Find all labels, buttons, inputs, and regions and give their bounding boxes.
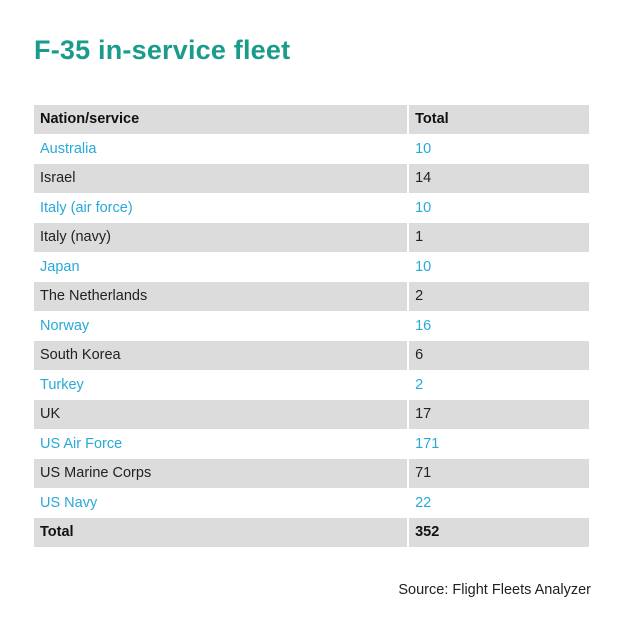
row-nation: South Korea xyxy=(34,341,410,371)
table-row: South Korea 6 xyxy=(34,341,589,371)
table-row: US Navy 22 xyxy=(34,488,589,518)
row-total: 14 xyxy=(409,164,589,194)
table-row: US Air Force 171 xyxy=(34,429,589,459)
row-nation: Norway xyxy=(34,311,410,341)
table-body: Australia 10 Israel 14 Italy (air force) 10 It… xyxy=(34,134,589,518)
row-total: 10 xyxy=(409,134,589,164)
fleet-table: Nation/service Total Australia 10 Israel 14… xyxy=(34,105,589,548)
table-row: Japan 10 xyxy=(34,252,589,282)
row-total: 22 xyxy=(409,488,589,518)
row-nation: Italy (navy) xyxy=(34,223,410,253)
table-total-row: Total 352 xyxy=(34,518,589,548)
total-value: 352 xyxy=(409,518,589,548)
table-row: Turkey 2 xyxy=(34,370,589,400)
source-note: Source: Flight Fleets Analyzer xyxy=(398,582,591,598)
table-row: Italy (navy) 1 xyxy=(34,223,589,253)
row-nation: Israel xyxy=(34,164,410,194)
row-nation: US Marine Corps xyxy=(34,459,410,489)
table-row: Israel 14 xyxy=(34,164,589,194)
row-nation: Japan xyxy=(34,252,410,282)
row-total: 17 xyxy=(409,400,589,430)
row-nation: UK xyxy=(34,400,410,430)
row-nation: US Navy xyxy=(34,488,410,518)
page-title: F-35 in-service fleet xyxy=(34,35,291,65)
row-nation: The Netherlands xyxy=(34,282,410,312)
row-total: 1 xyxy=(409,223,589,253)
table-row: Australia 10 xyxy=(34,134,589,164)
table-row: UK 17 xyxy=(34,400,589,430)
column-header-nation: Nation/service xyxy=(34,105,410,135)
row-nation: Turkey xyxy=(34,370,410,400)
row-total: 6 xyxy=(409,341,589,371)
row-total: 10 xyxy=(409,252,589,282)
total-label: Total xyxy=(34,518,410,548)
row-total: 16 xyxy=(409,311,589,341)
row-nation: US Air Force xyxy=(34,429,410,459)
table-row: Italy (air force) 10 xyxy=(34,193,589,223)
row-total: 71 xyxy=(409,459,589,489)
row-nation: Italy (air force) xyxy=(34,193,410,223)
table-header-row: Nation/service Total xyxy=(34,105,589,135)
row-total: 2 xyxy=(409,370,589,400)
row-total: 171 xyxy=(409,429,589,459)
row-nation: Australia xyxy=(34,134,410,164)
row-total: 2 xyxy=(409,282,589,312)
table-row: Norway 16 xyxy=(34,311,589,341)
table-row: The Netherlands 2 xyxy=(34,282,589,312)
table-row: US Marine Corps 71 xyxy=(34,459,589,489)
row-total: 10 xyxy=(409,193,589,223)
column-header-total: Total xyxy=(409,105,589,135)
